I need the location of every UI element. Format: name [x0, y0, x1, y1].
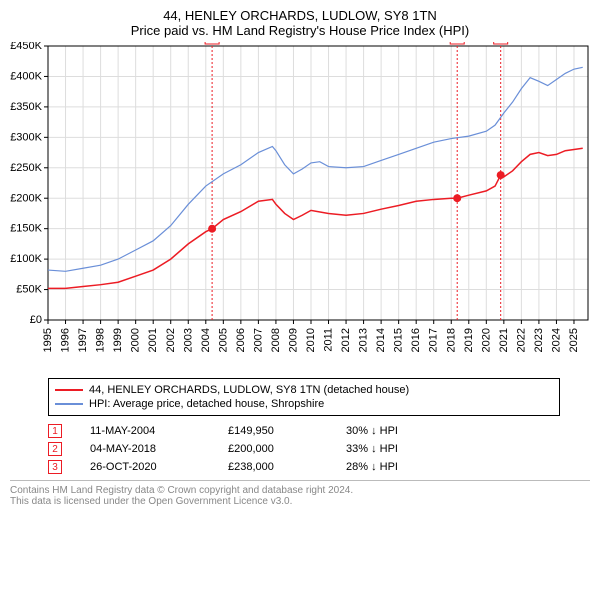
- legend: 44, HENLEY ORCHARDS, LUDLOW, SY8 1TN (de…: [48, 378, 560, 416]
- event-date-2: 04-MAY-2018: [90, 443, 200, 455]
- event-date-1: 11-MAY-2004: [90, 425, 200, 437]
- event-price-3: £238,000: [228, 461, 318, 473]
- title-line-1: 44, HENLEY ORCHARDS, LUDLOW, SY8 1TN: [10, 8, 590, 23]
- event-marker-1: 1: [48, 424, 62, 438]
- event-pct-3: 28% ↓ HPI: [346, 461, 398, 473]
- footer: Contains HM Land Registry data © Crown c…: [10, 480, 590, 507]
- event-marker-2: 2: [48, 442, 62, 456]
- legend-swatch-hpi: [55, 403, 83, 405]
- chart-title-block: 44, HENLEY ORCHARDS, LUDLOW, SY8 1TN Pri…: [0, 0, 600, 42]
- line-chart-canvas: [0, 42, 600, 372]
- event-date-3: 26-OCT-2020: [90, 461, 200, 473]
- footer-line-2: This data is licensed under the Open Gov…: [10, 496, 590, 507]
- event-row-1: 1 11-MAY-2004 £149,950 30% ↓ HPI: [48, 422, 552, 440]
- event-marker-3: 3: [48, 460, 62, 474]
- legend-label-hpi: HPI: Average price, detached house, Shro…: [89, 398, 324, 410]
- legend-item-hpi: HPI: Average price, detached house, Shro…: [55, 397, 553, 411]
- legend-item-property: 44, HENLEY ORCHARDS, LUDLOW, SY8 1TN (de…: [55, 383, 553, 397]
- event-pct-2: 33% ↓ HPI: [346, 443, 398, 455]
- legend-label-property: 44, HENLEY ORCHARDS, LUDLOW, SY8 1TN (de…: [89, 384, 409, 396]
- chart-area: [0, 42, 600, 372]
- event-row-2: 2 04-MAY-2018 £200,000 33% ↓ HPI: [48, 440, 552, 458]
- footer-line-1: Contains HM Land Registry data © Crown c…: [10, 485, 590, 496]
- event-price-1: £149,950: [228, 425, 318, 437]
- legend-swatch-property: [55, 389, 83, 391]
- event-pct-1: 30% ↓ HPI: [346, 425, 398, 437]
- events-table: 1 11-MAY-2004 £149,950 30% ↓ HPI 2 04-MA…: [48, 422, 552, 476]
- event-row-3: 3 26-OCT-2020 £238,000 28% ↓ HPI: [48, 458, 552, 476]
- event-price-2: £200,000: [228, 443, 318, 455]
- title-line-2: Price paid vs. HM Land Registry's House …: [10, 23, 590, 38]
